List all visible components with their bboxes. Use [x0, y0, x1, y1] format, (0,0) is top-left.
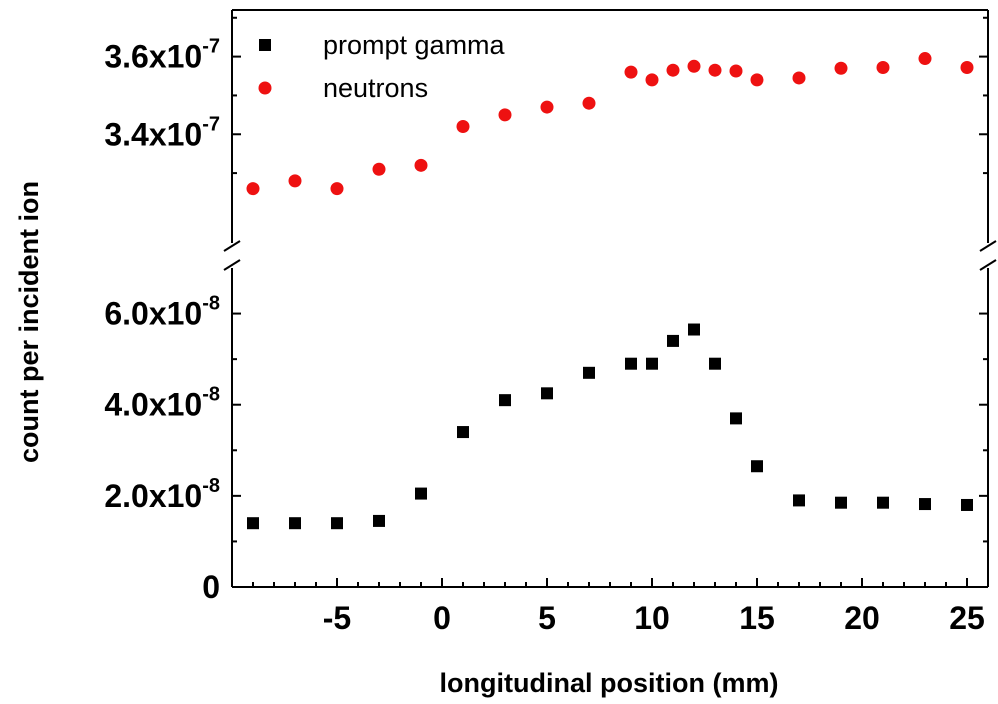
- data-point-circle: [792, 71, 806, 85]
- data-point-square: [919, 498, 931, 511]
- legend-label: prompt gamma: [323, 30, 506, 60]
- data-point-circle: [246, 182, 260, 196]
- x-axis-title: longitudinal position (mm): [440, 668, 779, 698]
- data-point-square: [499, 394, 511, 407]
- data-point-square: [373, 514, 385, 527]
- data-point-circle: [498, 108, 512, 122]
- x-tick-label: -5: [323, 600, 351, 636]
- data-point-square: [625, 357, 637, 370]
- data-point-circle: [750, 73, 764, 87]
- legend-label: neutrons: [323, 73, 428, 103]
- legend-item: neutrons: [258, 73, 428, 103]
- data-point-square: [646, 357, 658, 370]
- data-point-circle: [624, 65, 638, 79]
- series-prompt-gamma: [247, 323, 973, 530]
- data-point-circle: [540, 100, 554, 114]
- data-point-circle: [372, 162, 386, 176]
- data-point-circle: [456, 120, 470, 133]
- data-point-circle: [960, 60, 974, 74]
- legend-marker-square: [259, 39, 271, 51]
- x-tick-label: 10: [634, 600, 670, 636]
- y-tick-label: 3.6x10-7: [104, 36, 220, 75]
- data-point-circle: [687, 59, 701, 73]
- legend-marker-circle: [258, 81, 272, 95]
- data-point-square: [793, 494, 805, 507]
- axis-break-right: [978, 240, 998, 271]
- y-axis-title: count per incident ion: [14, 181, 44, 463]
- x-tick-label: 20: [844, 600, 880, 636]
- data-point-square: [247, 517, 259, 530]
- series-neutrons: [246, 52, 974, 196]
- x-tick-label: 5: [538, 600, 556, 636]
- data-point-square: [289, 517, 301, 530]
- data-point-circle: [288, 174, 302, 188]
- data-point-circle: [708, 63, 722, 77]
- data-point-square: [835, 496, 847, 509]
- data-point-circle: [918, 52, 932, 66]
- legend-item: prompt gamma: [259, 30, 506, 60]
- data-point-circle: [645, 73, 659, 87]
- data-point-circle: [729, 64, 743, 78]
- x-tick-label: 25: [949, 600, 985, 636]
- data-point-square: [667, 334, 679, 347]
- data-point-circle: [876, 60, 890, 74]
- data-point-square: [877, 496, 889, 509]
- data-point-square: [415, 487, 427, 500]
- data-point-circle: [582, 96, 596, 110]
- y-tick-label: 2.0x10-8: [104, 475, 220, 514]
- data-point-square: [730, 412, 742, 425]
- data-point-circle: [330, 182, 344, 196]
- data-point-square: [961, 498, 973, 511]
- y-tick-label: 4.0x10-8: [104, 384, 220, 423]
- axis-break-left: [222, 240, 242, 271]
- data-point-square: [709, 357, 721, 370]
- y-tick-label: 6.0x10-8: [104, 293, 220, 332]
- data-point-circle: [666, 63, 680, 77]
- x-tick-label: 0: [433, 600, 451, 636]
- data-point-square: [583, 366, 595, 379]
- data-point-circle: [414, 158, 428, 172]
- x-tick-label: 15: [739, 600, 775, 636]
- y-tick-label: 3.4x10-7: [104, 113, 220, 152]
- data-point-square: [688, 323, 700, 336]
- data-point-square: [457, 426, 469, 439]
- y-tick-label: 0: [202, 569, 220, 605]
- data-point-square: [541, 387, 553, 400]
- data-point-square: [331, 517, 343, 530]
- data-point-circle: [834, 61, 848, 75]
- data-point-square: [751, 460, 763, 473]
